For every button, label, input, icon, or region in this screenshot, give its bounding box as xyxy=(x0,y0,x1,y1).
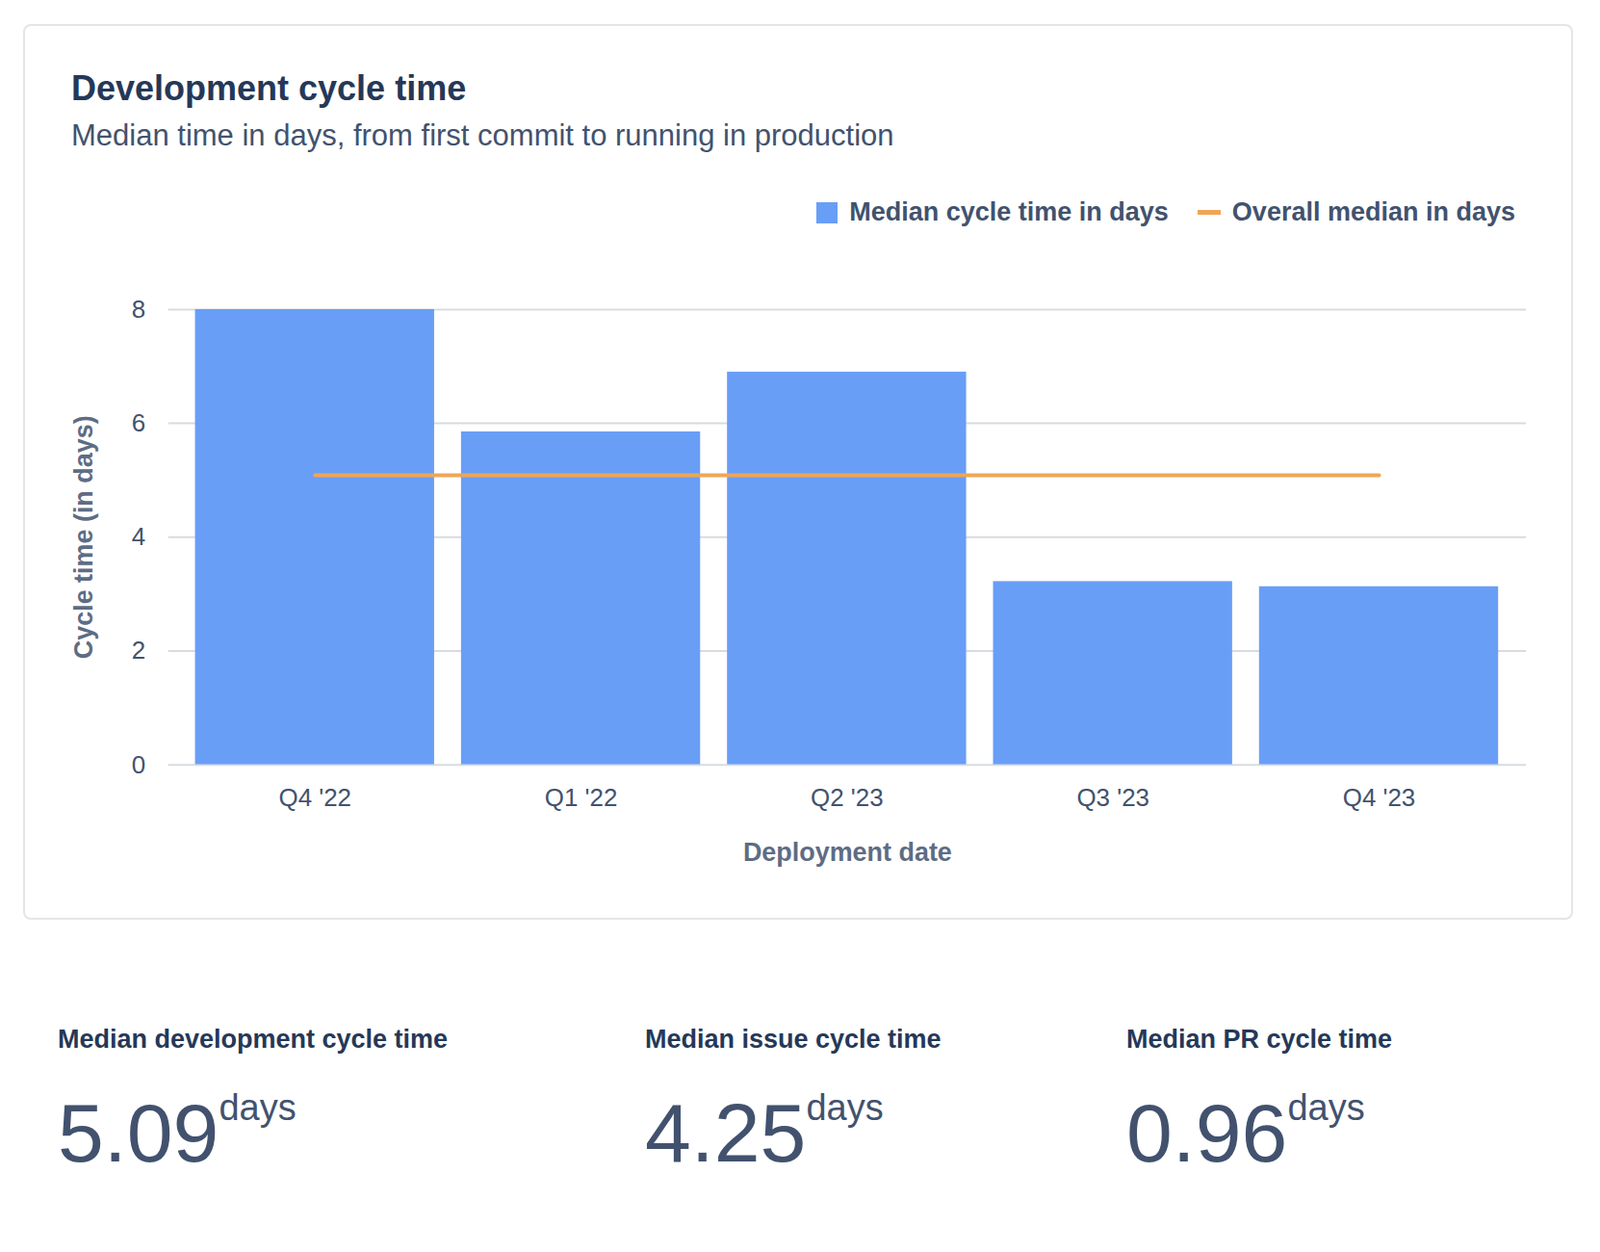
svg-text:Q4 '22: Q4 '22 xyxy=(278,783,352,811)
svg-text:8: 8 xyxy=(131,295,146,323)
html-text:5.09: 5.09 xyxy=(57,1085,219,1179)
html-text:4.25: 4.25 xyxy=(645,1085,807,1179)
html-text:days: days xyxy=(218,1086,297,1128)
svg-text:4: 4 xyxy=(131,522,146,550)
svg-text:Q1 '22: Q1 '22 xyxy=(544,783,619,811)
svg-text:Q4 '23: Q4 '23 xyxy=(1342,783,1417,811)
svg-text:6: 6 xyxy=(131,409,146,437)
html-text:Median issue cycle time: Median issue cycle time xyxy=(645,1024,942,1054)
svg-text:Q2 '23: Q2 '23 xyxy=(810,783,884,811)
svg-text:Deployment date: Deployment date xyxy=(743,837,953,867)
html-text:Overall median in days: Overall median in days xyxy=(1232,197,1516,227)
html-text:Median time in days, from firs: Median time in days, from first commit t… xyxy=(71,118,894,153)
svg-text:Q3 '23: Q3 '23 xyxy=(1076,783,1150,811)
svg-text:0: 0 xyxy=(131,750,146,778)
html-text:0.96: 0.96 xyxy=(1126,1085,1288,1179)
html-text:days: days xyxy=(1287,1086,1365,1128)
html-text:Median development cycle time: Median development cycle time xyxy=(57,1024,448,1054)
html-text:Development cycle time: Development cycle time xyxy=(71,68,467,108)
html-text:Median cycle time in days: Median cycle time in days xyxy=(849,197,1169,227)
svg-text:2: 2 xyxy=(131,636,146,664)
html-text:days: days xyxy=(806,1086,884,1128)
svg-text:Cycle time (in days): Cycle time (in days) xyxy=(69,414,99,659)
html-text:Median PR cycle time: Median PR cycle time xyxy=(1126,1024,1393,1054)
